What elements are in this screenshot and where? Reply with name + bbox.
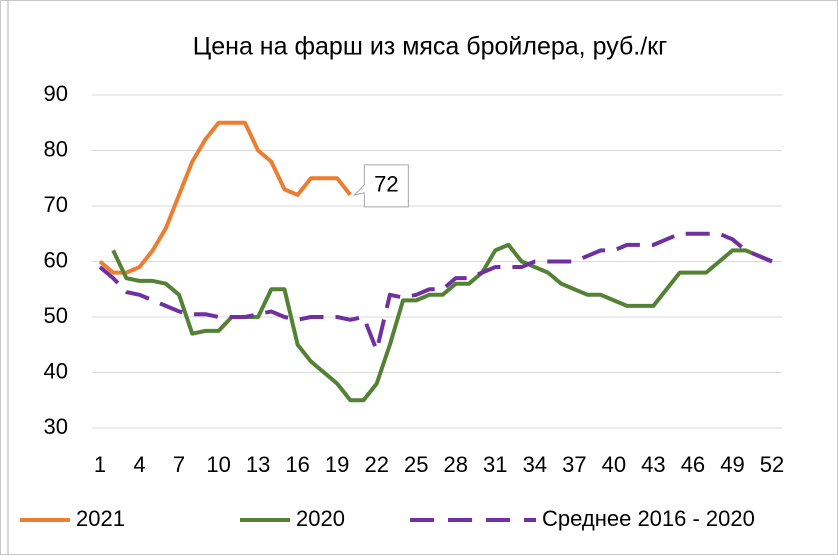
y-tick-label: 30 [44,414,68,439]
x-tick-label: 37 [562,452,586,477]
y-tick-label: 90 [44,81,68,106]
chart-title: Цена на фарш из мяса бройлера, руб./кг [193,33,668,61]
x-tick-label: 40 [602,452,626,477]
y-tick-label: 60 [44,247,68,272]
x-tick-label: 4 [133,452,145,477]
y-tick-label: 70 [44,192,68,217]
x-tick-label: 16 [285,452,309,477]
series-line [98,231,773,353]
x-tick-label: 25 [404,452,428,477]
data-label-box [352,164,409,208]
x-tick-label: 13 [246,452,270,477]
legend-label: 2020 [296,506,345,531]
y-tick-label: 40 [44,358,68,383]
legend-label: 2021 [76,506,125,531]
x-tick-label: 10 [206,452,230,477]
x-tick-label: 7 [173,452,185,477]
series-line [111,242,773,403]
x-tick-label: 31 [483,452,507,477]
series-line [98,120,352,275]
x-tick-label: 19 [325,452,349,477]
legend-label: Среднее 2016 - 2020 [542,506,755,531]
x-tick-label: 28 [444,452,468,477]
x-tick-label: 22 [364,452,388,477]
x-tick-label: 46 [681,452,705,477]
x-tick-label: 43 [641,452,665,477]
y-tick-label: 80 [44,136,68,161]
x-tick-label: 1 [94,452,106,477]
x-tick-label: 52 [760,452,784,477]
y-tick-label: 50 [44,303,68,328]
x-tick-label: 49 [720,452,744,477]
x-tick-label: 34 [523,452,547,477]
data-label: 72 [374,172,398,197]
